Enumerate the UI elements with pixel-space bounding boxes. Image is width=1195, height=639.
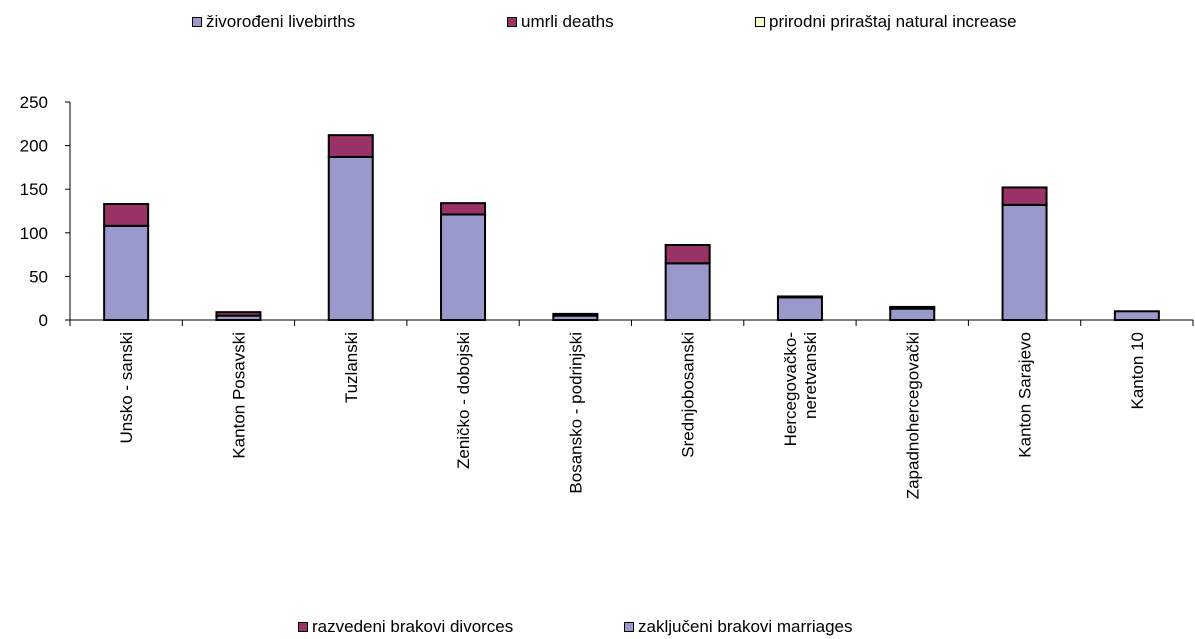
legend-swatch-divorces <box>298 622 308 632</box>
x-category-label-4: Bosansko - podrinjski <box>566 332 585 494</box>
legend-swatch-livebirths <box>192 17 202 27</box>
bar-divorces-1 <box>215 311 262 317</box>
bar-marriages-6 <box>776 296 823 322</box>
legend-swatch-natural-increase <box>755 17 765 27</box>
y-tick-label-3: 150 <box>20 180 48 199</box>
x-category-label-3: Zeničko - dobojski <box>454 332 473 469</box>
x-category-label-7: Zapadnohercegovački <box>903 332 922 499</box>
y-tick-label-4: 200 <box>20 137 48 156</box>
x-category-label-9: Kanton 10 <box>1128 332 1147 410</box>
bar-divorces-5 <box>664 244 711 265</box>
legend-swatch-deaths <box>507 17 517 27</box>
bar-divorces-3 <box>440 202 487 216</box>
bar-marriages-5 <box>664 262 711 322</box>
legend-item-natural-increase: prirodni priraštaj natural increase <box>755 12 1017 32</box>
y-tick-label-1: 50 <box>29 267 48 286</box>
legend-swatch-marriages <box>624 622 634 632</box>
legend-label-marriages: zaključeni brakovi marriages <box>638 617 853 636</box>
legend-label-livebirths: živorođeni livebirths <box>206 12 356 31</box>
x-category-label-6-line-1: neretvanski <box>801 332 820 419</box>
x-category-label-5: Srednjobosanski <box>679 332 698 458</box>
bar-divorces-7 <box>889 305 936 310</box>
bar-divorces-0 <box>103 203 150 227</box>
legend-label-natural-increase: prirodni priraštaj natural increase <box>769 12 1017 31</box>
bar-marriages-9 <box>1113 310 1160 321</box>
x-category-label-6-line-0: Hercegovačko- <box>781 332 800 446</box>
legend-label-deaths: umrli deaths <box>521 12 614 31</box>
y-tick-label-0: 0 <box>39 311 48 330</box>
bar-marriages-8 <box>1001 203 1048 321</box>
x-category-label-1: Kanton Posavski <box>229 332 248 459</box>
legend-item-divorces: razvedeni brakovi divorces <box>298 617 513 637</box>
x-category-label-8: Kanton Sarajevo <box>1016 332 1035 458</box>
bar-divorces-8 <box>1001 186 1048 206</box>
legend-item-livebirths: živorođeni livebirths <box>192 12 355 32</box>
legend-item-deaths: umrli deaths <box>507 12 614 32</box>
y-tick-label-5: 250 <box>20 93 48 112</box>
bar-divorces-2 <box>327 134 374 158</box>
bar-divorces-4 <box>552 312 599 317</box>
y-tick-label-2: 100 <box>20 224 48 243</box>
legend-label-divorces: razvedeni brakovi divorces <box>312 617 514 636</box>
legend-item-marriages: zaključeni brakovi marriages <box>624 617 852 637</box>
bar-marriages-7 <box>889 307 936 322</box>
bar-chart: 0 50 100 150 200 250 Unsko - sanski Kanton Posa… <box>20 93 1194 499</box>
x-category-label-0: Unsko - sanski <box>117 332 136 443</box>
bar-marriages-2 <box>327 155 374 321</box>
x-category-label-2: Tuzlanski <box>342 332 361 403</box>
bar-divorces-6 <box>776 295 823 299</box>
bar-marriages-3 <box>440 213 487 322</box>
bar-marriages-0 <box>103 224 150 322</box>
